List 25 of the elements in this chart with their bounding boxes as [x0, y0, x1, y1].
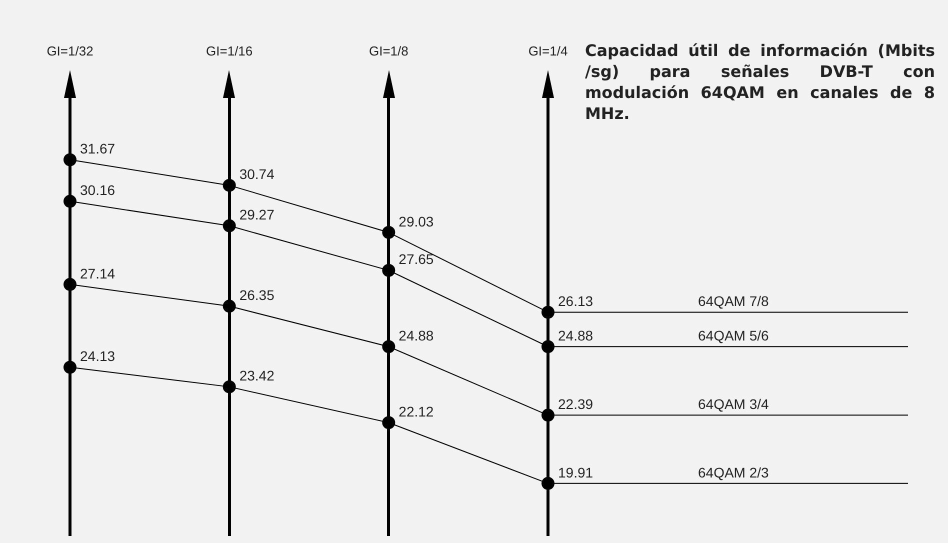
data-label: 24.13 — [80, 348, 116, 364]
data-label: 27.65 — [398, 251, 434, 268]
data-label: 27.14 — [80, 265, 116, 282]
x-tick-label: GI=1/16 — [206, 43, 253, 58]
data-label: 22.39 — [558, 396, 594, 412]
data-label: 23.42 — [239, 368, 275, 384]
data-label: 26.13 — [558, 293, 594, 310]
data-label: 19.91 — [558, 464, 594, 480]
data-label: 24.88 — [558, 327, 594, 344]
data-label: 30.16 — [80, 182, 116, 198]
text: 64QAM 2/3 — [698, 464, 770, 480]
text: 64QAM 3/4 — [698, 396, 770, 412]
x-tick-label: GI=1/8 — [368, 43, 408, 58]
data-label: 24.88 — [398, 327, 434, 344]
data-label: 26.35 — [239, 287, 275, 304]
x-tick-label: GI=1/32 — [46, 43, 94, 58]
text: 64QAM 5/6 — [698, 327, 770, 344]
x-tick-label: GI=1/4 — [528, 43, 568, 58]
text: Capacidad útil de información (Mbits /sg) para señales DVB-T con modulación 64QAM en canales de 8 MHz. — [585, 40, 935, 124]
data-label: 29.03 — [398, 213, 434, 230]
data-label: 22.12 — [398, 403, 434, 420]
text: 64QAM 7/8 — [698, 293, 770, 310]
data-label: 30.74 — [239, 166, 275, 182]
data-label: 29.27 — [239, 206, 275, 223]
data-label: 31.67 — [80, 140, 116, 157]
